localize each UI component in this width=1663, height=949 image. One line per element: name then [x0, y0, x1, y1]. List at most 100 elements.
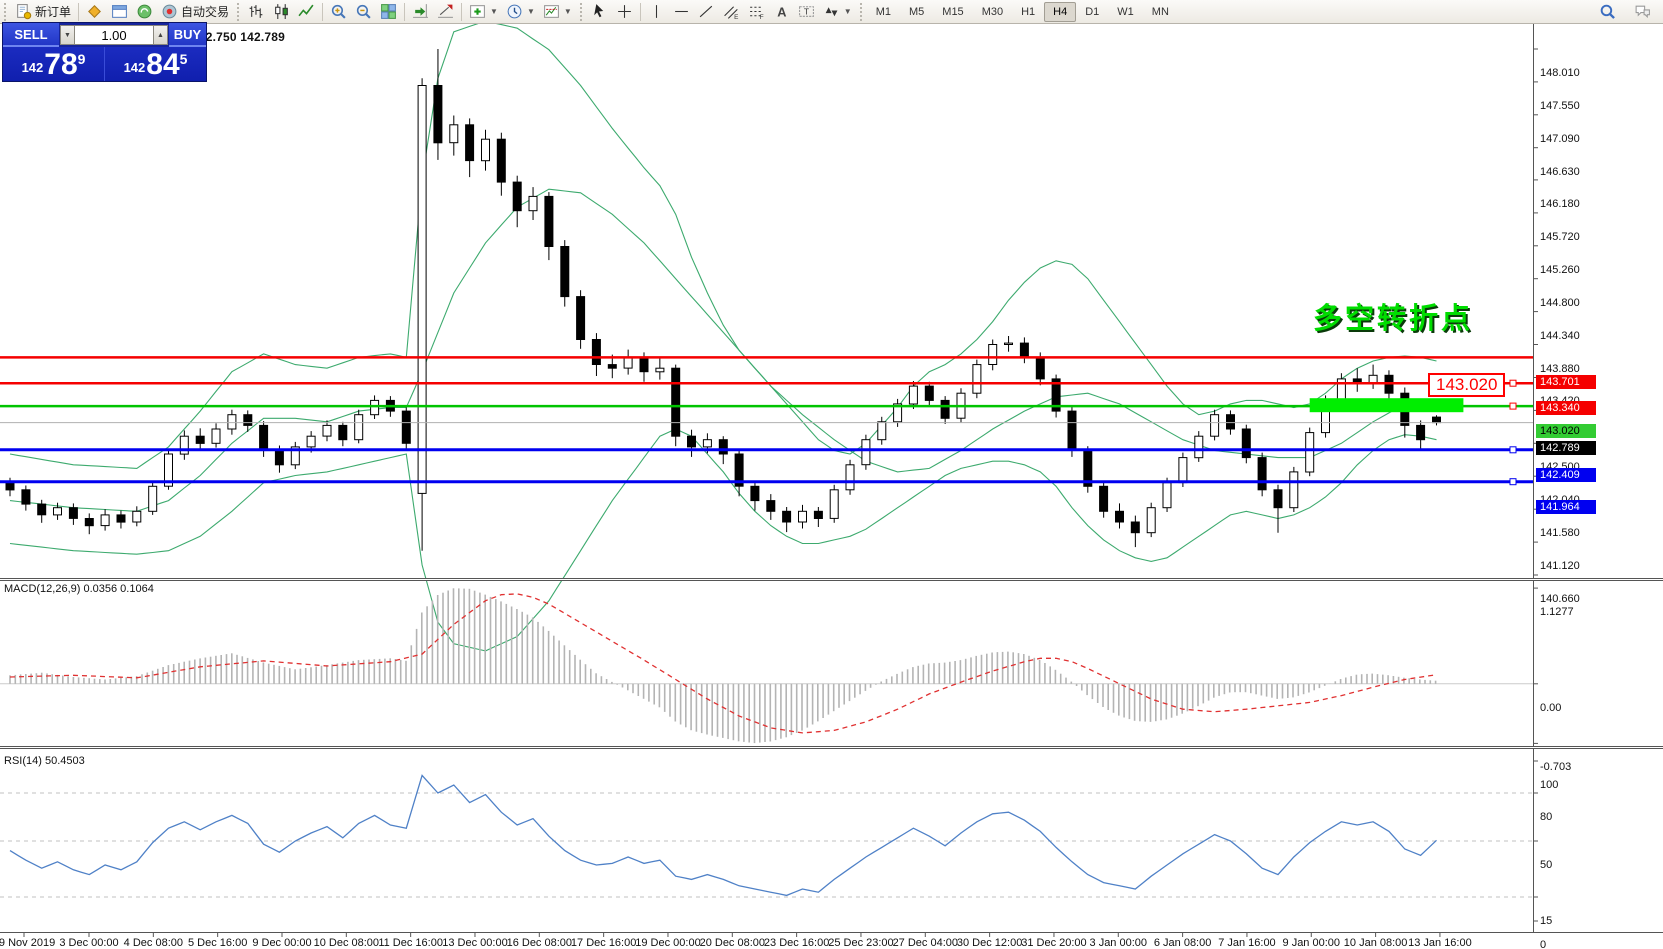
- candle-body: [179, 435, 189, 455]
- hline-marker[interactable]: [1509, 402, 1517, 410]
- candle-body: [940, 399, 950, 419]
- candlestick-button[interactable]: [269, 1, 294, 23]
- highlight-rectangle[interactable]: [1309, 398, 1464, 413]
- tile-windows-button[interactable]: [376, 1, 401, 23]
- volume-increase-button[interactable]: ▲: [153, 25, 168, 45]
- dropdown-arrow-icon[interactable]: ▼: [526, 7, 535, 16]
- arrows-button[interactable]: ▼: [819, 1, 856, 23]
- toolbar-drag-handle[interactable]: [577, 2, 585, 21]
- timeframe-button-m15[interactable]: M15: [942, 5, 964, 18]
- buy-price-display[interactable]: 142 84 5: [105, 47, 206, 81]
- toolbar-separator: [639, 2, 641, 21]
- candle-body: [782, 510, 792, 523]
- svg-text:A: A: [777, 4, 786, 19]
- hline-marker[interactable]: [1509, 446, 1517, 454]
- vertical-line-button[interactable]: [644, 1, 669, 23]
- line-chart-button[interactable]: [294, 1, 319, 23]
- sell-price-prefix: 142: [21, 60, 44, 75]
- timeframe-button-h4[interactable]: H4: [1044, 1, 1077, 22]
- candle-body: [401, 410, 411, 444]
- search-button[interactable]: [1595, 1, 1620, 23]
- dropdown-arrow-icon[interactable]: ▼: [563, 7, 572, 16]
- candle-body: [481, 138, 490, 162]
- time-axis-label: 19 Dec 00:00: [635, 937, 701, 949]
- channel-button[interactable]: E: [719, 1, 744, 23]
- text-label-button[interactable]: T: [794, 1, 819, 23]
- sell-button[interactable]: SELL: [3, 23, 59, 47]
- svg-text:E: E: [734, 14, 738, 20]
- candle-body: [512, 181, 522, 212]
- time-axis-label: 4 Dec 08:00: [123, 937, 183, 949]
- toolbar-separator: [322, 2, 324, 21]
- time-axis-label: 16 Dec 08:00: [506, 937, 573, 949]
- buy-price-pip: 5: [179, 51, 188, 67]
- vertical-line-icon: [655, 5, 657, 18]
- candle-body: [243, 414, 253, 426]
- chart-shift-button[interactable]: [433, 1, 458, 23]
- pivot-annotation-text[interactable]: 多空转折点: [1313, 303, 1474, 335]
- sell-price-display[interactable]: 142 78 9: [3, 47, 105, 81]
- indicators-button[interactable]: ▼: [465, 1, 502, 23]
- templates-button[interactable]: ▼: [539, 1, 576, 23]
- timeframe-button-m30[interactable]: M30: [981, 5, 1004, 18]
- auto-scroll-button[interactable]: [408, 1, 433, 23]
- time-axis-label: 13 Jan 16:00: [1408, 937, 1472, 949]
- volume-input[interactable]: 1.00: [75, 25, 153, 45]
- timeframe-button-mn[interactable]: MN: [1151, 5, 1169, 18]
- pane-separator-rsi[interactable]: [0, 746, 1663, 749]
- buy-button[interactable]: BUY: [169, 23, 206, 47]
- toolbar-drag-handle[interactable]: [2, 2, 9, 21]
- axis-tick-label: 144.800: [1540, 296, 1580, 309]
- favorites-button[interactable]: [82, 1, 107, 23]
- data-window-button[interactable]: [107, 1, 132, 23]
- candle-body: [607, 364, 617, 369]
- toolbar-drag-handle[interactable]: [857, 2, 865, 21]
- time-axis-label: 10 Jan 08:00: [1343, 937, 1408, 949]
- chart-region[interactable]: ▲GBPJPY-,H4 142.866 142.892 142.750 142.…: [0, 24, 1663, 949]
- toolbar-separator: [78, 2, 80, 21]
- new-order-button[interactable]: 新订单: [11, 1, 75, 23]
- cursor-button[interactable]: [587, 1, 612, 23]
- trendline-button[interactable]: [694, 1, 719, 23]
- chart-canvas[interactable]: [0, 24, 1663, 949]
- axis-tick-label: 145.720: [1540, 230, 1580, 243]
- zoom-in-button[interactable]: [326, 1, 351, 23]
- toolbar-drag-handle[interactable]: [235, 2, 243, 21]
- text-button[interactable]: A: [769, 1, 794, 23]
- timeframe-button-w1[interactable]: W1: [1117, 5, 1134, 18]
- sell-price-pip: 9: [77, 51, 86, 67]
- price-tag-annotation[interactable]: 143.020: [1428, 373, 1506, 397]
- chat-button[interactable]: [1630, 1, 1655, 23]
- candle-body: [1162, 482, 1172, 509]
- periods-button[interactable]: ▼: [502, 1, 539, 23]
- dropdown-arrow-icon[interactable]: ▼: [490, 7, 498, 16]
- navigator-button[interactable]: [132, 1, 157, 23]
- candle-body: [1019, 342, 1029, 358]
- data-window-icon: [112, 5, 127, 18]
- dropdown-arrow-icon[interactable]: ▼: [843, 7, 852, 16]
- hline-marker[interactable]: [1509, 379, 1517, 387]
- candle-body: [1289, 471, 1299, 509]
- zoom-out-button[interactable]: [351, 1, 376, 23]
- candle-body: [116, 514, 126, 523]
- timeframe-button-h1[interactable]: H1: [1021, 5, 1036, 18]
- timeframe-button-m1[interactable]: M1: [875, 5, 891, 18]
- volume-decrease-button[interactable]: ▼: [60, 25, 75, 45]
- autotrading-button[interactable]: 自动交易: [157, 1, 233, 23]
- horizontal-line-button[interactable]: [669, 1, 694, 23]
- pane-separator-macd[interactable]: [0, 578, 1663, 581]
- time-axis-label: 30 Dec 12:00: [956, 937, 1023, 949]
- indicators-icon: [470, 5, 485, 18]
- crosshair-button[interactable]: [612, 1, 637, 23]
- hline-marker[interactable]: [1509, 478, 1517, 486]
- fibonacci-button[interactable]: F: [744, 1, 769, 23]
- timeframe-button-m5[interactable]: M5: [909, 5, 925, 18]
- timeframe-button-d1[interactable]: D1: [1085, 5, 1100, 18]
- candle-body: [164, 453, 173, 487]
- autotrading-button-label: 自动交易: [181, 5, 230, 19]
- bar-chart-button[interactable]: [244, 1, 269, 23]
- bar-chart-icon: [249, 5, 263, 18]
- axis-tick-label: 147.090: [1540, 132, 1580, 145]
- tile-windows-icon: [381, 4, 396, 19]
